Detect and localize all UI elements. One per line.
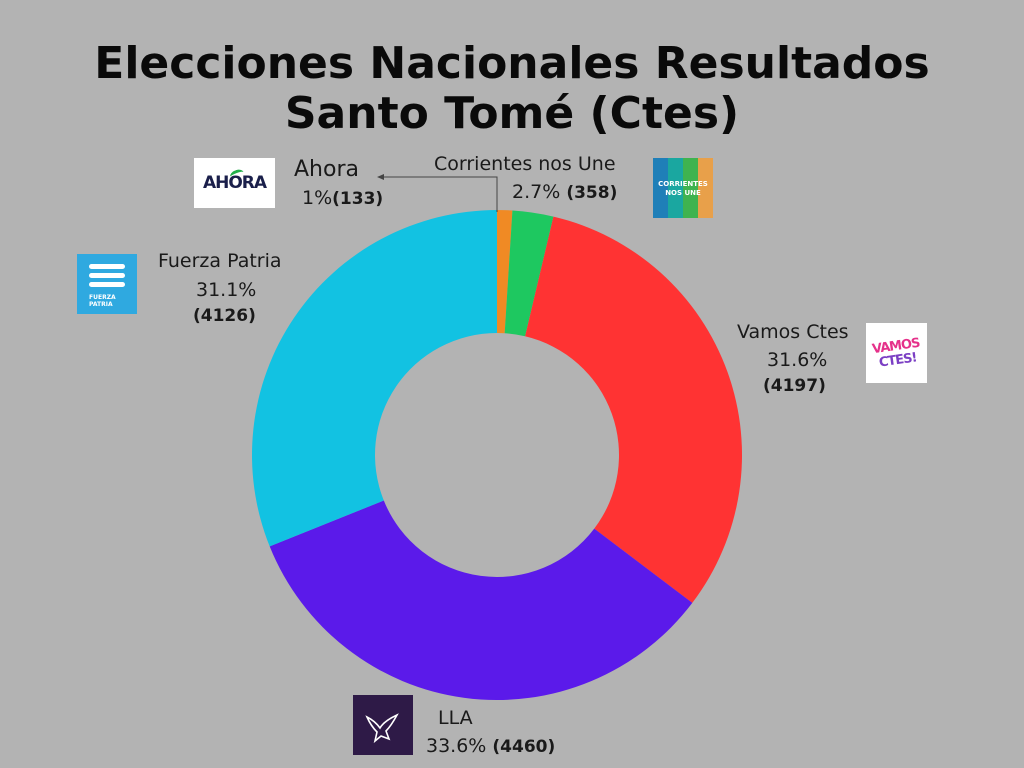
slice-fuerza-patria	[251, 209, 497, 547]
fuerza-patria-votes: (4126)	[193, 306, 256, 326]
label-lla: LLA	[438, 707, 473, 729]
slice-vamos-ctes	[525, 216, 742, 603]
ahora-leader-arrow	[377, 174, 384, 180]
vamos-ctes-logo: VAMOS CTES!	[866, 323, 927, 383]
ahora-leader-line	[380, 176, 498, 212]
label-vamos-ctes: Vamos Ctes	[737, 321, 849, 343]
chart-title-line-2: Santo Tomé (Ctes)	[284, 88, 740, 139]
corrientes-percent: 2.7%	[512, 181, 561, 203]
fuerza-patria-logo: FUERZA PATRIA	[77, 254, 137, 314]
chart-title-line-1: Elecciones Nacionales Resultados	[94, 38, 930, 89]
label-corrientes: Corrientes nos Une	[434, 153, 616, 175]
ahora-votes: (133)	[332, 189, 384, 209]
fuerza-patria-percent: 31.1%	[196, 279, 257, 301]
vamos-ctes-percent: 31.6%	[767, 349, 828, 371]
lla-percent: 33.6%	[426, 735, 487, 757]
label-ahora: Ahora	[294, 157, 359, 182]
label-lla-values: 33.6% (4460)	[426, 734, 555, 759]
slice-ahora	[497, 210, 513, 334]
label-ahora-values: 1%(133)	[302, 186, 383, 211]
corrientes-votes: (358)	[566, 183, 618, 203]
lla-logo	[353, 695, 413, 755]
ahora-logo: AHORA	[194, 158, 275, 208]
label-corrientes-values: 2.7% (358)	[512, 180, 617, 205]
lla-votes: (4460)	[492, 737, 556, 757]
eagle-icon	[365, 713, 399, 744]
ahora-percent: 1%	[302, 187, 333, 209]
corrientes-logo: CORRIENTES NOS UNE	[653, 158, 713, 218]
vamos-ctes-votes: (4197)	[763, 376, 826, 396]
label-fuerza-patria: Fuerza Patria	[158, 250, 282, 272]
slice-lla	[269, 500, 693, 700]
slice-corrientes-nos-une	[504, 210, 554, 337]
